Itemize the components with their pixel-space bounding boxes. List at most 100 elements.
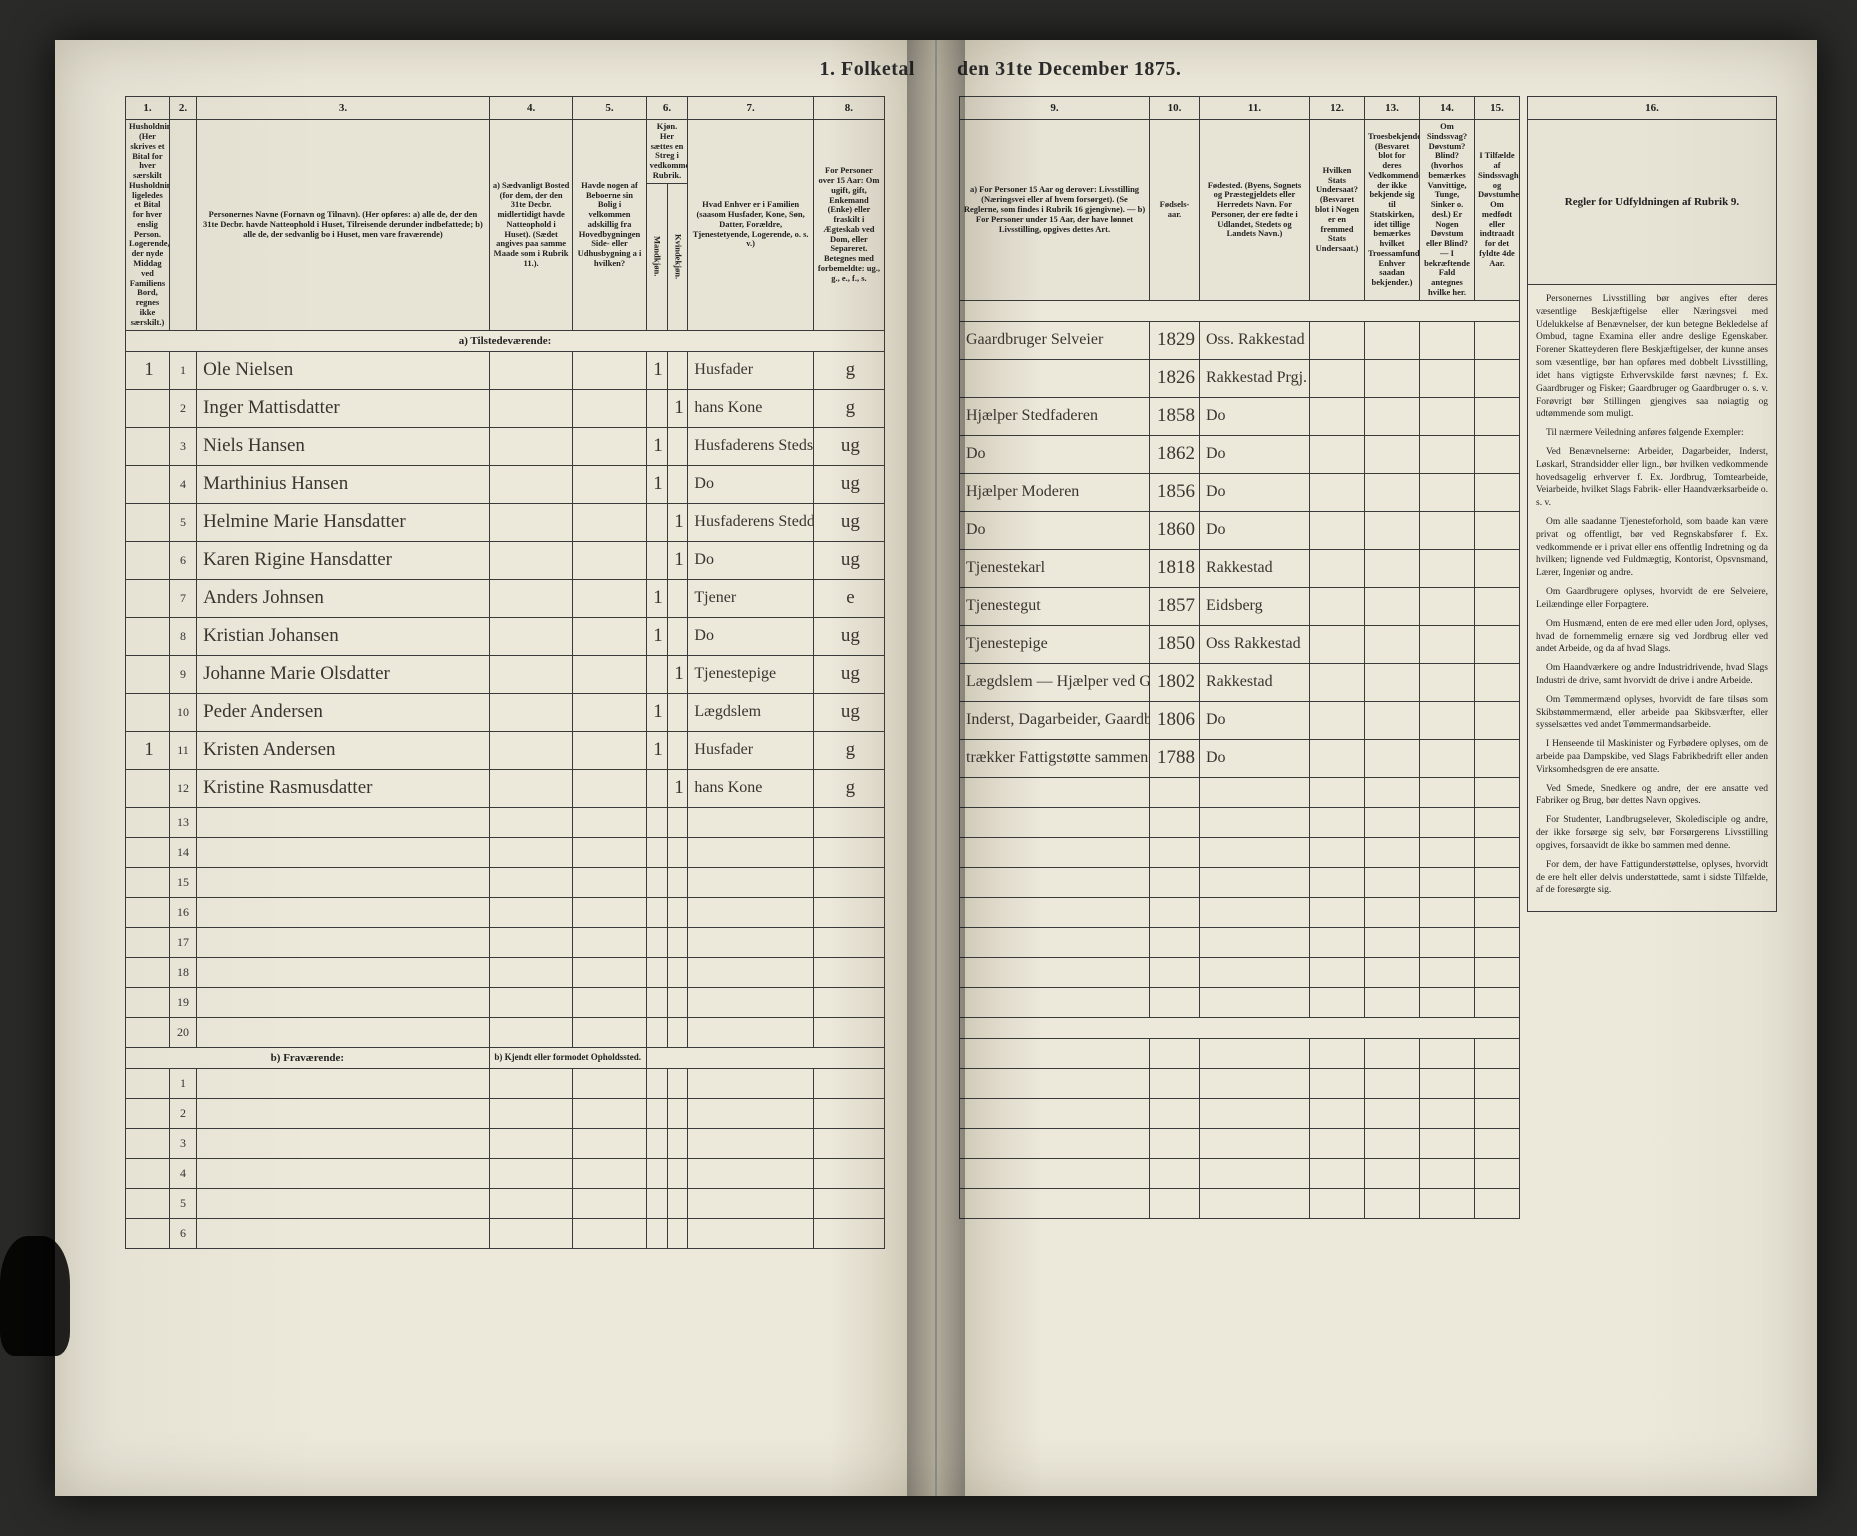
coln-13: 13. [1365, 97, 1420, 120]
cell-occupation [960, 359, 1150, 397]
cell-person-num: 19 [169, 987, 196, 1017]
table-row-blank [960, 867, 1520, 897]
cell-c12 [1310, 359, 1365, 397]
cell-c5 [573, 351, 646, 389]
cell-female: 1 [667, 769, 688, 807]
page-title-left: 1. Folketal [55, 58, 935, 81]
cell-c4 [489, 693, 573, 731]
cell-c15 [1475, 625, 1520, 663]
cell-male: 1 [646, 579, 667, 617]
cell-birthplace: Rakkestad Prgj. [1200, 359, 1310, 397]
cell-birthplace: Do [1200, 473, 1310, 511]
rules-paragraph: Om Haandværkere og andre Industridrivend… [1536, 662, 1768, 688]
cell-household [126, 579, 170, 617]
cell-c14 [1420, 321, 1475, 359]
cell-c4 [489, 503, 573, 541]
table-row-blank [960, 1158, 1520, 1188]
table-row: Tjenestepige1850Oss Rakkestad [960, 625, 1520, 663]
rules-paragraph: Om alle saadanne Tjenesteforhold, som ba… [1536, 516, 1768, 580]
table-row-blank: 15 [126, 867, 885, 897]
cell-birthplace: Do [1200, 397, 1310, 435]
cell-c12 [1310, 739, 1365, 777]
cell-c14 [1420, 359, 1475, 397]
cell-c5 [573, 503, 646, 541]
cell-c12 [1310, 663, 1365, 701]
cell-name: Helmine Marie Hansdatter [197, 503, 490, 541]
table-row-blank [960, 1038, 1520, 1068]
section-a: a) Tilstedeværende: [126, 330, 885, 351]
cell-c5 [573, 731, 646, 769]
cell-c14 [1420, 587, 1475, 625]
cell-male [646, 769, 667, 807]
cell-occupation: Hjælper Moderen [960, 473, 1150, 511]
cell-marital: ug [813, 693, 884, 731]
table-row: 2Inger Mattisdatter1hans Koneg [126, 389, 885, 427]
cell-birthplace: Do [1200, 739, 1310, 777]
table-row: 3Niels Hansen1Husfaderens Stedsønug [126, 427, 885, 465]
table-row-blank: 14 [126, 837, 885, 867]
cell-c13 [1365, 359, 1420, 397]
table-row-blank: 4 [126, 1158, 885, 1188]
hdr-5: Havde nogen af Beboerne sin Bolig i velk… [573, 120, 646, 331]
cell-c4 [489, 617, 573, 655]
table-row-blank [960, 957, 1520, 987]
cell-family: Do [688, 541, 813, 579]
table-row: 6Karen Rigine Hansdatter1Doug [126, 541, 885, 579]
cell-birthplace: Oss. Rakkestad [1200, 321, 1310, 359]
cell-birthplace: Do [1200, 701, 1310, 739]
rules-paragraph: For Studenter, Landbrugselever, Skoledis… [1536, 814, 1768, 852]
cell-c13 [1365, 549, 1420, 587]
table-row: Tjenestekarl1818Rakkestad [960, 549, 1520, 587]
cell-male [646, 655, 667, 693]
cell-household [126, 503, 170, 541]
cell-person-num: 9 [169, 655, 196, 693]
cell-female [667, 731, 688, 769]
hdr-6b: Kvindekjøn. [667, 183, 688, 330]
cell-name: Kristian Johansen [197, 617, 490, 655]
table-row-blank: 5 [126, 1188, 885, 1218]
coln-6: 6. [646, 97, 688, 120]
cell-year: 1862 [1150, 435, 1200, 473]
cell-c4 [489, 427, 573, 465]
cell-c14 [1420, 739, 1475, 777]
cell-c14 [1420, 435, 1475, 473]
cell-person-num: 4 [169, 465, 196, 503]
cell-person-num: 6 [169, 1218, 196, 1248]
table-row-blank: 17 [126, 927, 885, 957]
coln-9: 9. [960, 97, 1150, 120]
coln-12: 12. [1310, 97, 1365, 120]
cell-c15 [1475, 397, 1520, 435]
cell-person-num: 8 [169, 617, 196, 655]
cell-c5 [573, 769, 646, 807]
cell-birthplace: Rakkestad [1200, 663, 1310, 701]
hdr-12: Hvilken Stats Undersaat? (Besvaret blot … [1310, 120, 1365, 301]
cell-c12 [1310, 435, 1365, 473]
cell-c13 [1365, 321, 1420, 359]
table-row: Lægdslem — Hjælper ved Gaarden1802Rakkes… [960, 663, 1520, 701]
cell-year: 1826 [1150, 359, 1200, 397]
cell-c15 [1475, 321, 1520, 359]
cell-c14 [1420, 397, 1475, 435]
cell-c13 [1365, 397, 1420, 435]
cell-c14 [1420, 473, 1475, 511]
cell-marital: ug [813, 465, 884, 503]
cell-person-num: 14 [169, 837, 196, 867]
cell-c13 [1365, 511, 1420, 549]
cell-person-num: 3 [169, 427, 196, 465]
cell-occupation: Do [960, 435, 1150, 473]
cell-year: 1860 [1150, 511, 1200, 549]
cell-female: 1 [667, 389, 688, 427]
table-row: Do1860Do [960, 511, 1520, 549]
cell-family: Tjenestepige [688, 655, 813, 693]
table-row: 8Kristian Johansen1Doug [126, 617, 885, 655]
cell-c5 [573, 693, 646, 731]
cell-c12 [1310, 473, 1365, 511]
table-row-blank [960, 1188, 1520, 1218]
cell-c5 [573, 389, 646, 427]
cell-family: hans Kone [688, 769, 813, 807]
coln-14: 14. [1420, 97, 1475, 120]
col-number-row: 1. 2. 3. 4. 5. 6. 7. 8. [126, 97, 885, 120]
cell-marital: g [813, 389, 884, 427]
census-table-left: 1. 2. 3. 4. 5. 6. 7. 8. Husholdninger. (… [125, 96, 885, 1249]
cell-marital: ug [813, 503, 884, 541]
